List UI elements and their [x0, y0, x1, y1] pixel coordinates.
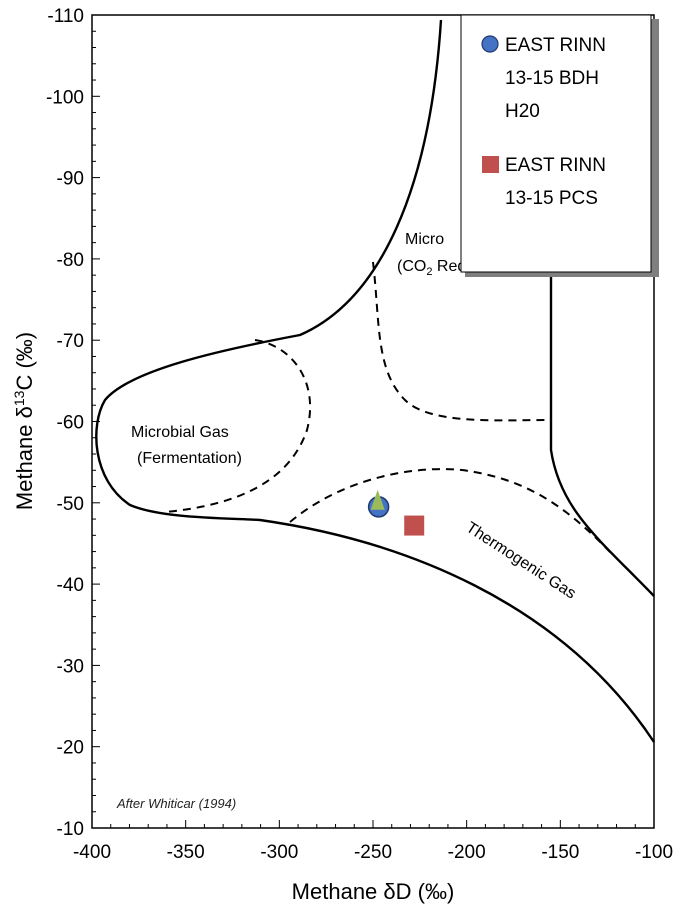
source-note: After Whiticar (1994) — [116, 796, 236, 811]
legend-label-bdh-2: 13-15 BDH — [505, 68, 599, 89]
x-tick-label: -150 — [541, 842, 579, 863]
legend-marker-pcs — [482, 156, 499, 173]
x-axis-title: Methane δD (‰) — [292, 879, 455, 904]
y-tick-label: -60 — [57, 413, 84, 434]
legend-box — [460, 14, 652, 273]
data-point-pcs — [404, 515, 425, 536]
data-point-triangle — [370, 489, 385, 510]
label-fermentation-1: Microbial Gas — [131, 424, 229, 441]
legend-label-bdh-1: EAST RINN — [505, 35, 606, 56]
label-co2-2a: (CO — [397, 258, 426, 275]
legend-label-pcs-2: 13-15 PCS — [505, 188, 598, 209]
y-axis-ticks: -10 -20 -30 -40 -50 -60 -70 -80 -90 -100 -110 — [46, 6, 100, 840]
boundary-co2-reduction — [372, 261, 551, 422]
boundary-microbial-envelope — [95, 19, 656, 743]
y-tick-label: -50 — [57, 494, 84, 515]
y-tick-label: -20 — [57, 738, 84, 759]
data-points — [367, 489, 425, 536]
legend: EAST RINN 13-15 BDH H20 EAST RINN 13-15 … — [460, 14, 659, 277]
y-axis-title-prefix: Methane δ — [12, 406, 37, 510]
y-axis-title: Methane δ13C (‰) — [11, 332, 37, 510]
label-fermentation-2: (Fermentation) — [137, 450, 242, 467]
label-co2-1: Micro — [405, 231, 444, 248]
y-tick-label: -110 — [47, 6, 84, 27]
x-tick-label: -300 — [260, 842, 298, 863]
y-tick-label: -80 — [57, 250, 84, 271]
legend-label-bdh-3: H20 — [505, 101, 540, 122]
boundary-thermogenic — [289, 468, 611, 553]
x-tick-label: -250 — [354, 842, 392, 863]
y-tick-label: -30 — [57, 656, 84, 677]
y-tick-label: -40 — [57, 575, 84, 596]
y-tick-label: -100 — [46, 87, 84, 108]
y-tick-label: -70 — [57, 331, 84, 352]
x-tick-label: -350 — [167, 842, 205, 863]
boundary-fermentation — [164, 339, 312, 513]
x-axis-ticks: -400 -350 -300 -250 -200 -150 -100 — [73, 820, 673, 863]
y-axis-title-suffix: C (‰) — [12, 332, 37, 391]
legend-marker-bdh — [481, 35, 499, 53]
y-axis-title-sup: 13 — [11, 390, 27, 406]
x-tick-label: -200 — [448, 842, 486, 863]
legend-label-pcs-1: EAST RINN — [505, 155, 606, 176]
x-tick-label: -100 — [635, 842, 673, 863]
y-tick-label: -90 — [57, 169, 84, 190]
y-tick-label: -10 — [57, 819, 84, 840]
label-co2-2-sub: 2 — [426, 266, 432, 278]
x-tick-label: -400 — [73, 842, 111, 863]
